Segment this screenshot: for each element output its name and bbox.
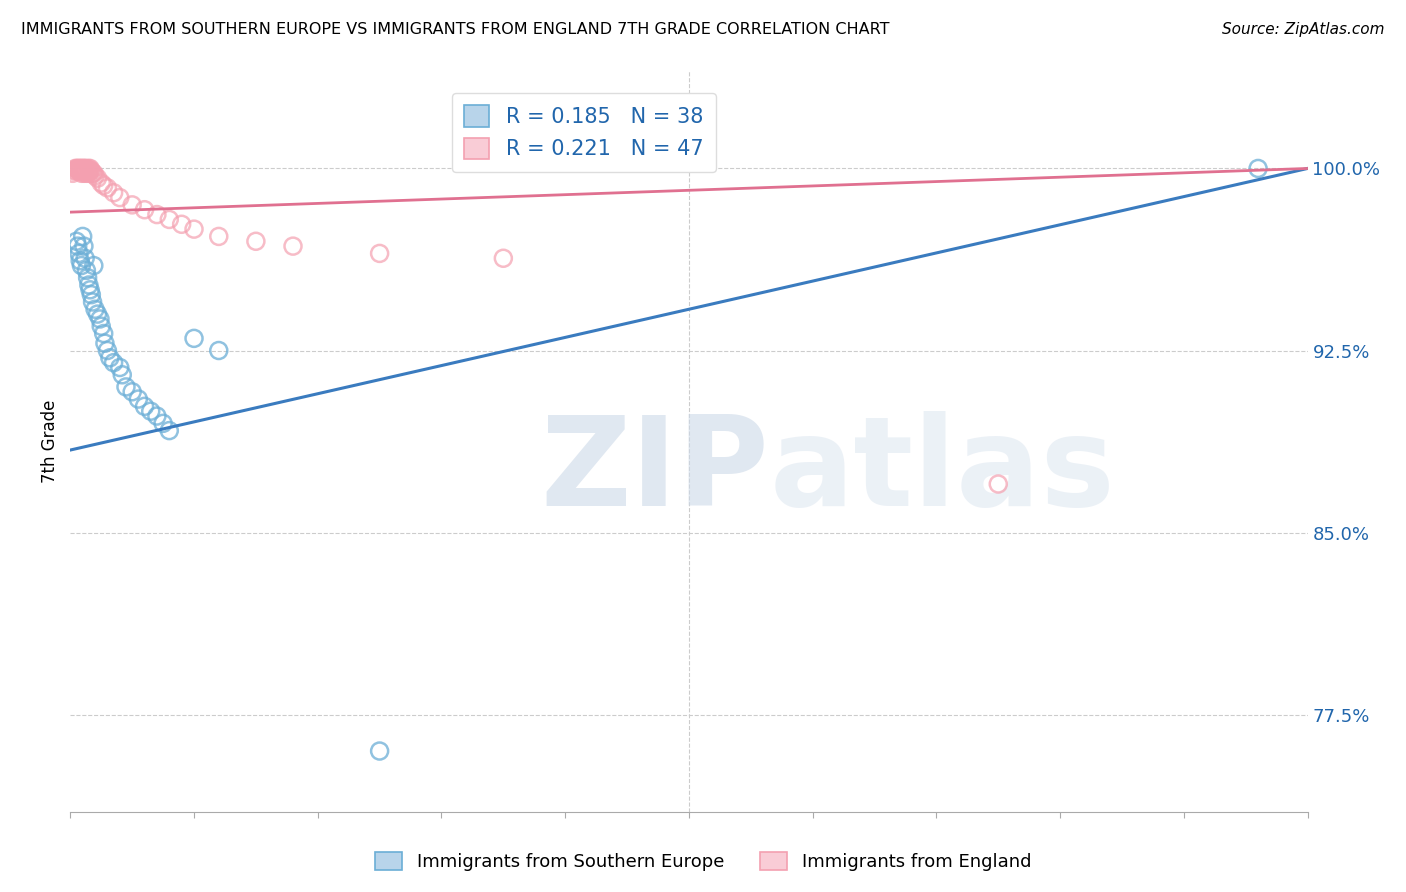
Point [208, 343, 231, 358]
Point [157, 212, 180, 227]
Point [121, 384, 143, 399]
Point [75, 161, 97, 176]
Point [69, 164, 91, 178]
Point [245, 234, 267, 248]
Point [93, 178, 115, 193]
Point [77, 161, 100, 176]
Point [208, 229, 231, 244]
Point [79, 283, 101, 297]
Point [134, 400, 156, 414]
Point [66, 239, 89, 253]
Point [183, 222, 205, 236]
Point [72, 229, 94, 244]
Point [77, 166, 100, 180]
Point [80, 164, 103, 178]
Point [281, 239, 304, 253]
Point [89, 312, 111, 326]
Point [75, 164, 97, 178]
Point [96, 181, 118, 195]
Point [73, 239, 96, 253]
Point [65, 234, 87, 248]
Point [65, 164, 87, 178]
Legend: R = 0.185   N = 38, R = 0.221   N = 47: R = 0.185 N = 38, R = 0.221 N = 47 [451, 93, 716, 172]
Point [368, 246, 391, 260]
Point [70, 259, 93, 273]
Point [368, 744, 391, 758]
Y-axis label: 7th Grade: 7th Grade [41, 400, 59, 483]
Point [96, 343, 118, 358]
Point [82, 295, 104, 310]
Point [67, 161, 90, 176]
Point [139, 404, 162, 418]
Point [93, 326, 115, 341]
Point [83, 166, 105, 180]
Point [1247, 161, 1270, 176]
Point [65, 161, 87, 176]
Point [75, 263, 97, 277]
Point [67, 246, 90, 260]
Text: atlas: atlas [769, 410, 1115, 532]
Point [987, 477, 1010, 491]
Point [69, 253, 91, 268]
Point [76, 270, 98, 285]
Point [79, 164, 101, 178]
Point [75, 161, 97, 176]
Point [146, 409, 169, 423]
Point [146, 208, 169, 222]
Point [77, 277, 100, 292]
Point [121, 198, 143, 212]
Point [108, 191, 131, 205]
Point [70, 166, 93, 180]
Point [66, 161, 89, 176]
Text: ZIP: ZIP [540, 410, 769, 532]
Point [183, 331, 205, 345]
Text: Source: ZipAtlas.com: Source: ZipAtlas.com [1222, 22, 1385, 37]
Point [103, 356, 125, 370]
Point [73, 161, 96, 176]
Point [98, 351, 121, 365]
Point [73, 166, 96, 180]
Point [127, 392, 149, 406]
Point [86, 171, 108, 186]
Legend: Immigrants from Southern Europe, Immigrants from England: Immigrants from Southern Europe, Immigra… [368, 845, 1038, 879]
Point [103, 186, 125, 200]
Point [94, 336, 117, 351]
Point [70, 161, 93, 176]
Point [72, 161, 94, 176]
Point [72, 164, 94, 178]
Point [152, 417, 174, 431]
Point [67, 164, 90, 178]
Point [79, 161, 101, 176]
Point [90, 176, 112, 190]
Point [75, 166, 97, 180]
Point [75, 252, 97, 266]
Point [69, 161, 91, 176]
Point [157, 424, 180, 438]
Point [108, 360, 131, 375]
Point [76, 164, 98, 178]
Point [111, 368, 134, 382]
Point [80, 287, 103, 301]
Point [82, 166, 104, 180]
Point [170, 217, 193, 231]
Point [84, 169, 107, 183]
Point [65, 161, 87, 176]
Point [84, 302, 107, 317]
Point [115, 380, 138, 394]
Point [62, 166, 84, 180]
Point [492, 252, 515, 266]
Point [90, 319, 112, 334]
Point [134, 202, 156, 217]
Point [63, 164, 86, 178]
Text: IMMIGRANTS FROM SOUTHERN EUROPE VS IMMIGRANTS FROM ENGLAND 7TH GRADE CORRELATION: IMMIGRANTS FROM SOUTHERN EUROPE VS IMMIG… [21, 22, 890, 37]
Point [83, 259, 105, 273]
Point [86, 307, 108, 321]
